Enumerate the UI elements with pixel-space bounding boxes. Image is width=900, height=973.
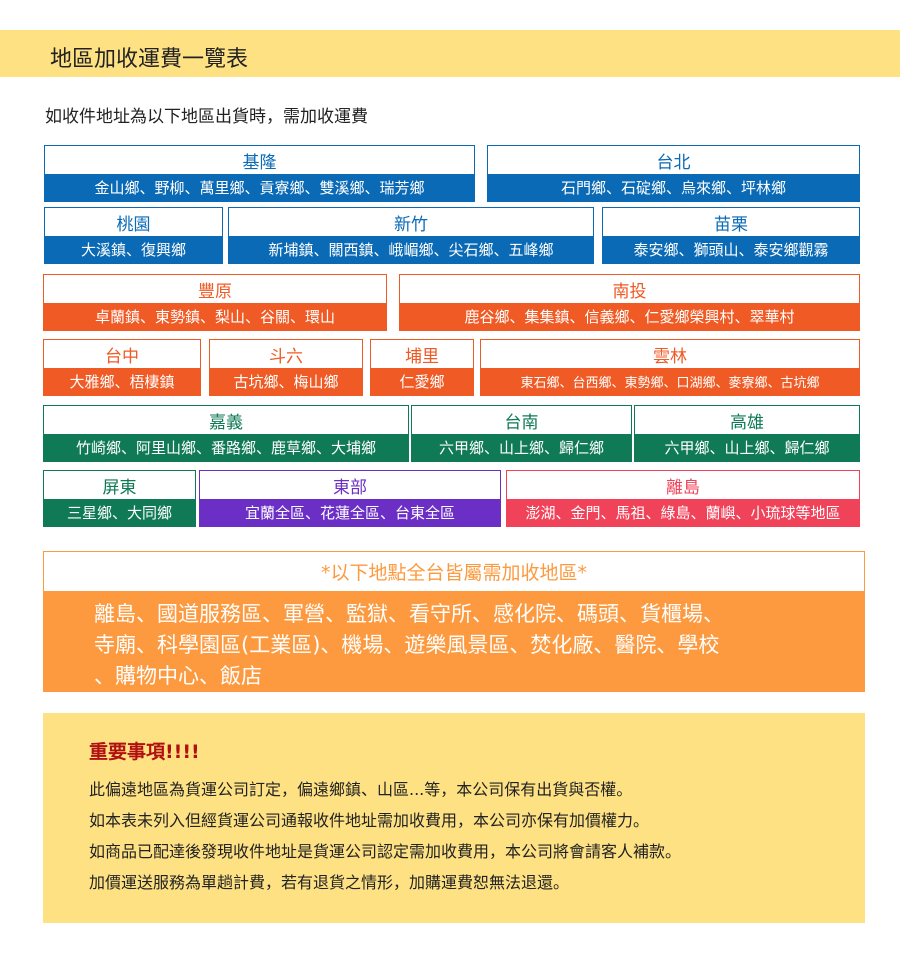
region-areas: 大雅鄉、梧棲鎮 — [44, 368, 200, 395]
region-name: 高雄 — [635, 406, 859, 434]
region-areas: 澎湖、金門、馬祖、綠島、蘭嶼、小琉球等地區 — [507, 499, 859, 526]
region-name: 新竹 — [229, 208, 593, 236]
region-areas: 大溪鎮、復興鄉 — [45, 236, 222, 263]
all-areas-line: 離島、國道服務區、軍營、監獄、看守所、感化院、碼頭、貨櫃場、 — [94, 602, 724, 626]
note-line: 此偏遠地區為貨運公司訂定，偏遠鄉鎮、山區...等，本公司保有出貨與否權。 — [89, 780, 633, 799]
all-areas-heading: *以下地點全台皆屬需加收地區* — [44, 552, 864, 591]
region-box: 嘉義 竹崎鄉、阿里山鄉、番路鄉、鹿草鄉、大埔鄉 — [43, 405, 409, 462]
region-box: 台中 大雅鄉、梧棲鎮 — [43, 339, 201, 396]
region-box: 南投 鹿谷鄉、集集鎮、信義鄉、仁愛鄉榮興村、翠華村 — [399, 274, 860, 331]
region-box: 基隆 金山鄉、野柳、萬里鄉、貢寮鄉、雙溪鄉、瑞芳鄉 — [44, 145, 475, 202]
all-areas-line: 、購物中心、飯店 — [94, 664, 262, 688]
region-box: 高雄 六甲鄉、山上鄉、歸仁鄉 — [634, 405, 860, 462]
region-box: 桃園 大溪鎮、復興鄉 — [44, 207, 223, 264]
title-bar: 地區加收運費一覽表 — [0, 30, 900, 77]
region-areas: 宜蘭全區、花蓮全區、台東全區 — [200, 499, 500, 526]
region-box: 埔里 仁愛鄉 — [370, 339, 474, 396]
region-areas: 東石鄉、台西鄉、東勢鄉、口湖鄉、麥寮鄉、古坑鄉 — [481, 368, 859, 395]
region-name: 東部 — [200, 471, 500, 499]
notes-title: 重要事項!!!! — [89, 741, 200, 763]
region-name: 斗六 — [210, 340, 362, 368]
region-box: 苗栗 泰安鄉、獅頭山、泰安鄉觀霧 — [602, 207, 860, 264]
region-name: 豐原 — [44, 275, 386, 303]
region-box: 台北 石門鄉、石碇鄉、烏來鄉、坪林鄉 — [487, 145, 860, 202]
region-areas: 竹崎鄉、阿里山鄉、番路鄉、鹿草鄉、大埔鄉 — [44, 434, 408, 461]
note-line: 加價運送服務為單趟計費，若有退貨之情形，加購運費恕無法退還。 — [89, 873, 570, 892]
region-name: 雲林 — [481, 340, 859, 368]
region-areas: 泰安鄉、獅頭山、泰安鄉觀霧 — [603, 236, 859, 263]
region-name: 南投 — [400, 275, 859, 303]
region-name: 基隆 — [45, 146, 474, 174]
all-areas-panel: *以下地點全台皆屬需加收地區* 離島、國道服務區、軍營、監獄、看守所、感化院、碼… — [43, 551, 865, 692]
region-box: 雲林 東石鄉、台西鄉、東勢鄉、口湖鄉、麥寮鄉、古坑鄉 — [480, 339, 860, 396]
region-name: 苗栗 — [603, 208, 859, 236]
important-notes: 重要事項!!!! 此偏遠地區為貨運公司訂定，偏遠鄉鎮、山區...等，本公司保有出… — [43, 713, 865, 923]
region-box: 新竹 新埔鎮、關西鎮、峨嵋鄉、尖石鄉、五峰鄉 — [228, 207, 594, 264]
region-areas: 古坑鄉、梅山鄉 — [210, 368, 362, 395]
region-name: 離島 — [507, 471, 859, 499]
region-name: 屏東 — [44, 471, 195, 499]
region-box: 斗六 古坑鄉、梅山鄉 — [209, 339, 363, 396]
region-name: 台北 — [488, 146, 859, 174]
region-box: 豐原 卓蘭鎮、東勢鎮、梨山、谷關、環山 — [43, 274, 387, 331]
note-line: 如商品已配達後發現收件地址是貨運公司認定需加收費用，本公司將會請客人補款。 — [89, 842, 682, 861]
note-line: 如本表未列入但經貨運公司通報收件地址需加收費用，本公司亦保有加價權力。 — [89, 811, 650, 830]
region-name: 台中 — [44, 340, 200, 368]
region-name: 台南 — [412, 406, 631, 434]
page-title: 地區加收運費一覽表 — [50, 47, 249, 72]
intro-text: 如收件地址為以下地區出貨時，需加收運費 — [45, 107, 368, 127]
region-name: 嘉義 — [44, 406, 408, 434]
region-areas: 卓蘭鎮、東勢鎮、梨山、谷關、環山 — [44, 303, 386, 330]
region-areas: 六甲鄉、山上鄉、歸仁鄉 — [635, 434, 859, 461]
region-areas: 仁愛鄉 — [371, 368, 473, 395]
region-areas: 六甲鄉、山上鄉、歸仁鄉 — [412, 434, 631, 461]
region-name: 埔里 — [371, 340, 473, 368]
region-box: 東部 宜蘭全區、花蓮全區、台東全區 — [199, 470, 501, 527]
region-areas: 鹿谷鄉、集集鎮、信義鄉、仁愛鄉榮興村、翠華村 — [400, 303, 859, 330]
region-box: 屏東 三星鄉、大同鄉 — [43, 470, 196, 527]
region-areas: 三星鄉、大同鄉 — [44, 499, 195, 526]
region-areas: 石門鄉、石碇鄉、烏來鄉、坪林鄉 — [488, 174, 859, 201]
region-box: 台南 六甲鄉、山上鄉、歸仁鄉 — [411, 405, 632, 462]
region-box: 離島 澎湖、金門、馬祖、綠島、蘭嶼、小琉球等地區 — [506, 470, 860, 527]
region-areas: 新埔鎮、關西鎮、峨嵋鄉、尖石鄉、五峰鄉 — [229, 236, 593, 263]
region-areas: 金山鄉、野柳、萬里鄉、貢寮鄉、雙溪鄉、瑞芳鄉 — [45, 174, 474, 201]
region-name: 桃園 — [45, 208, 222, 236]
all-areas-line: 寺廟、科學園區(工業區)、機場、遊樂風景區、焚化廠、醫院、學校 — [94, 633, 720, 657]
